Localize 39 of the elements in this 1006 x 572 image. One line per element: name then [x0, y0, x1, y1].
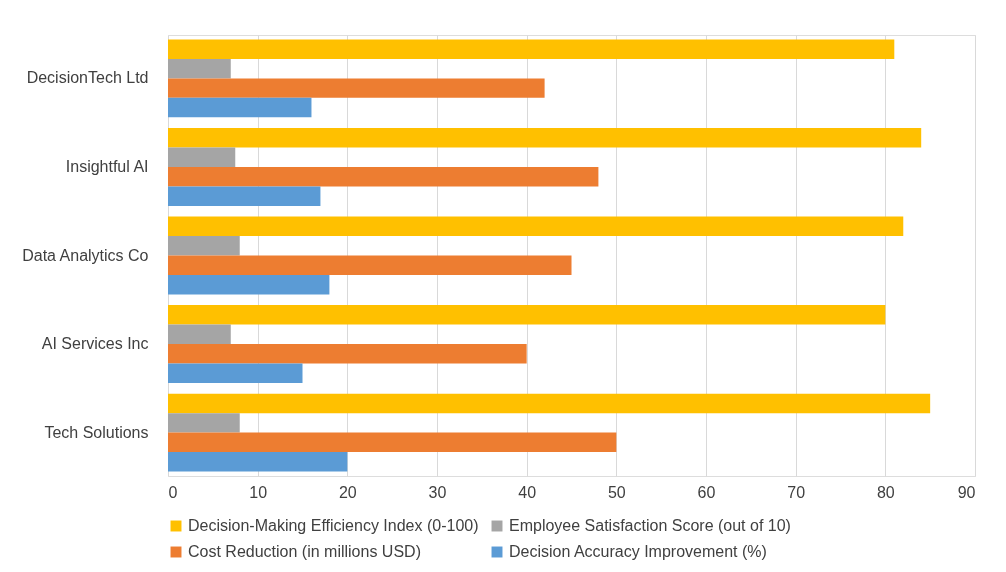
bar — [168, 186, 321, 206]
bar — [168, 274, 330, 295]
bar — [168, 78, 545, 98]
bar — [168, 413, 240, 433]
x-tick-label: 70 — [787, 483, 806, 501]
legend-label: Employee Satisfaction Score (out of 10) — [509, 517, 791, 534]
legend-label: Cost Reduction (in millions USD) — [188, 543, 421, 560]
x-tick-label: 30 — [428, 483, 447, 501]
bar — [168, 324, 231, 345]
x-tick-label: 90 — [957, 483, 976, 501]
y-tick-label: DecisionTech Ltd — [26, 69, 149, 87]
bar — [168, 363, 303, 384]
bar — [168, 344, 527, 364]
legend-label: Decision-Making Efficiency Index (0-100) — [188, 517, 479, 534]
bar — [168, 432, 617, 453]
bar — [168, 305, 886, 325]
x-tick-label: 60 — [697, 483, 716, 501]
legend-label: Decision Accuracy Improvement (%) — [509, 543, 767, 560]
bar — [168, 127, 922, 148]
bar — [168, 216, 904, 237]
bar — [168, 39, 895, 59]
y-tick-label: Data Analytics Co — [22, 246, 149, 264]
x-tick-label: 10 — [249, 483, 268, 501]
y-tick-label: AI Services Inc — [41, 335, 149, 353]
x-tick-label: 20 — [338, 483, 357, 501]
bar — [168, 97, 312, 118]
bar — [168, 255, 572, 275]
bar — [168, 166, 599, 187]
x-tick-label: 40 — [518, 483, 537, 501]
x-tick-label: 0 — [168, 483, 178, 501]
bar — [168, 236, 240, 256]
bar — [168, 58, 231, 79]
x-tick-label: 50 — [607, 483, 626, 501]
y-tick-label: Insightful AI — [65, 157, 149, 175]
bar — [168, 452, 348, 472]
x-tick-label: 80 — [876, 483, 895, 501]
bar — [168, 393, 931, 414]
bar — [168, 147, 236, 167]
y-tick-label: Tech Solutions — [44, 423, 149, 441]
